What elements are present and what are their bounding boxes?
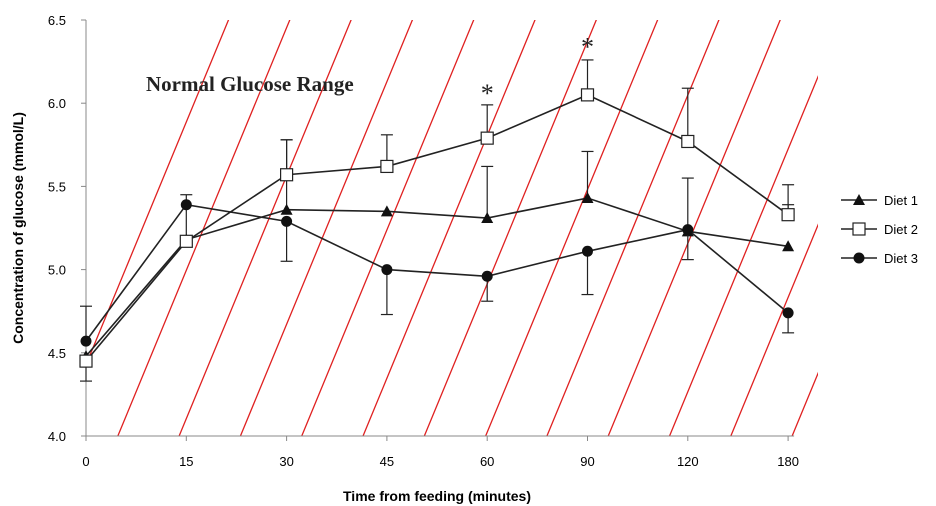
- hatch-line: [730, 223, 818, 436]
- data-point: [480, 131, 494, 145]
- data-point: [580, 88, 595, 102]
- legend-label: Diet 1: [884, 193, 918, 208]
- data-point: [682, 224, 694, 236]
- hatch-line: [117, 20, 291, 436]
- x-tick-label: 30: [279, 454, 293, 469]
- series-diet-3: [80, 177, 795, 347]
- x-tick-label: 60: [480, 454, 494, 469]
- hatch-line: [423, 20, 597, 436]
- x-axis-title: Time from feeding (minutes): [343, 488, 531, 504]
- series-group: [79, 59, 795, 382]
- data-point: [582, 245, 593, 257]
- x-tick-label: 0: [82, 454, 89, 469]
- hatch-line: [898, 0, 936, 476]
- chart-text: Normal Glucose Range Time from feeding (…: [10, 32, 594, 504]
- legend-marker: [852, 222, 866, 236]
- data-point: [280, 168, 294, 182]
- legend-item: Diet 1: [841, 193, 918, 208]
- hatch-line: [484, 20, 659, 436]
- data-point: [481, 270, 493, 282]
- legend-label: Diet 2: [884, 222, 918, 237]
- x-tick-label: 90: [580, 454, 594, 469]
- y-axis-title: Concentration of glucose (mmol/L): [10, 112, 26, 344]
- data-point: [180, 199, 192, 211]
- significance-star: *: [581, 32, 594, 61]
- data-point: [481, 212, 494, 224]
- y-tick-label: 4.0: [48, 429, 66, 444]
- x-tick-label: 120: [677, 454, 699, 469]
- hatch-line: [668, 75, 818, 436]
- data-point: [681, 134, 695, 149]
- hatch-line: [301, 20, 475, 436]
- x-tick-label: 15: [179, 454, 193, 469]
- legend-marker: [853, 252, 865, 264]
- y-tick-label: 6.5: [48, 13, 66, 28]
- hatch-line: [791, 371, 818, 436]
- hatch-line: [239, 20, 414, 436]
- hatch-line: [362, 20, 536, 436]
- data-point: [782, 240, 795, 252]
- y-tick-label: 4.5: [48, 346, 66, 361]
- legend-item: Diet 2: [841, 222, 918, 237]
- series-line: [85, 94, 789, 362]
- normal-glucose-range-hatch: [86, 0, 936, 476]
- significance-star: *: [481, 79, 494, 108]
- y-tick-label: 6.0: [48, 96, 66, 111]
- hatch-line: [546, 20, 720, 436]
- data-point: [79, 354, 93, 368]
- legend-item: Diet 3: [841, 251, 918, 266]
- data-point: [380, 159, 394, 174]
- legend: Diet 1 Diet 2 Diet 3: [841, 193, 918, 266]
- hatch-line: [178, 20, 352, 436]
- y-tick-label: 5.5: [48, 179, 66, 194]
- series-line: [85, 197, 789, 357]
- data-point: [581, 192, 594, 204]
- data-point: [281, 215, 293, 227]
- x-tick-label: 45: [380, 454, 394, 469]
- hatch-line: [607, 20, 781, 436]
- data-point: [781, 208, 795, 222]
- y-tick-label: 5.0: [48, 263, 66, 278]
- hatch-line: [86, 20, 230, 367]
- data-point: [381, 264, 393, 276]
- axes: 4.0 4.5 5.0 5.5 6.0 6.5 0 15 30 45 60 90 120 180: [48, 13, 799, 469]
- hatch-line: [837, 0, 936, 476]
- legend-marker: [853, 194, 865, 205]
- data-point: [782, 307, 794, 319]
- data-point: [280, 203, 293, 215]
- data-point: [80, 335, 92, 347]
- series-line: [85, 203, 789, 342]
- series-diet-1: [80, 139, 795, 362]
- x-tick-label: 180: [777, 454, 799, 469]
- data-point: [380, 205, 393, 217]
- legend-label: Diet 3: [884, 251, 918, 266]
- series-diet-2: [79, 59, 795, 382]
- normal-range-label: Normal Glucose Range: [146, 72, 354, 96]
- data-point: [179, 234, 193, 248]
